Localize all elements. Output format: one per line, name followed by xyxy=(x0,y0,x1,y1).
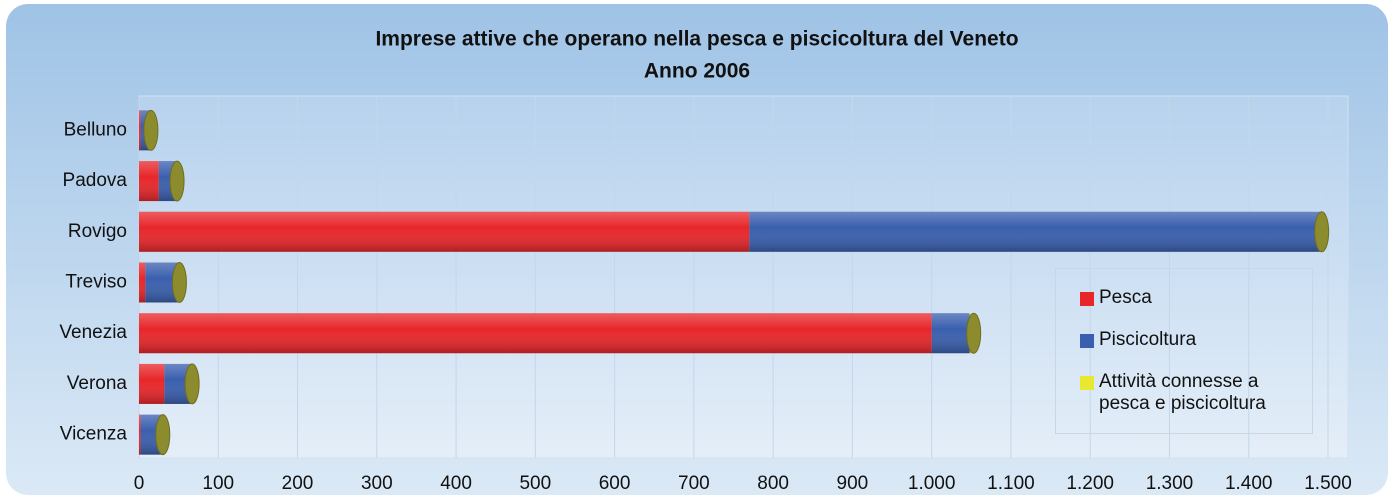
legend: Pesca Piscicoltura Attività connesse a pes… xyxy=(1055,268,1313,434)
y-tick-label: Venezia xyxy=(59,322,127,343)
bar-shade xyxy=(749,211,1321,252)
legend-item: Pesca xyxy=(1080,287,1302,309)
bar-cap xyxy=(169,160,185,202)
y-tick-label: Verona xyxy=(67,373,128,394)
chart-subtitle: Anno 2006 xyxy=(644,60,750,83)
bar-shade xyxy=(139,110,141,151)
legend-item: Piscicoltura xyxy=(1080,329,1302,351)
legend-label: Pesca xyxy=(1099,287,1152,308)
x-tick-label: 1.500 xyxy=(1304,473,1352,494)
legend-label: Piscicoltura xyxy=(1099,329,1197,350)
y-tick-label: Rovigo xyxy=(68,221,127,242)
bar-shade xyxy=(139,161,159,202)
x-tick-label: 1.200 xyxy=(1066,473,1114,494)
bar-shade xyxy=(139,363,165,404)
y-tick-label: Padova xyxy=(63,170,128,191)
bar-shade xyxy=(139,313,932,354)
legend-swatch xyxy=(1080,292,1094,306)
plot-area xyxy=(138,95,1349,459)
bar-cap xyxy=(966,312,982,354)
bar-shade xyxy=(139,211,750,252)
x-tick-label: 900 xyxy=(837,473,869,494)
bar-cap xyxy=(171,262,187,303)
x-tick-label: 1.400 xyxy=(1225,473,1273,494)
legend-swatch xyxy=(1080,334,1094,348)
x-tick-label: 800 xyxy=(757,473,789,494)
x-tick-label: 300 xyxy=(361,473,393,494)
x-tick-label: 500 xyxy=(519,473,551,494)
x-tick-label: 0 xyxy=(134,473,145,494)
bar-cap xyxy=(1314,211,1330,253)
x-tick-label: 600 xyxy=(599,473,631,494)
bar-cap xyxy=(184,363,200,405)
bar-cap xyxy=(143,109,159,151)
x-tick-label: 1.100 xyxy=(987,473,1035,494)
legend-label: Attività connesse a pesca e piscicoltura xyxy=(1099,371,1266,414)
x-tick-label: 200 xyxy=(282,473,314,494)
bar-shade xyxy=(139,262,146,303)
legend-item: Attività connesse a pesca e piscicoltura xyxy=(1080,371,1302,415)
x-tick-label: 1.300 xyxy=(1146,473,1194,494)
y-tick-label: Treviso xyxy=(65,272,127,293)
y-tick-label: Belluno xyxy=(64,119,127,140)
x-tick-label: 100 xyxy=(202,473,234,494)
x-tick-label: 1.000 xyxy=(908,473,956,494)
x-tick-label: 700 xyxy=(678,473,710,494)
bar-shade xyxy=(931,313,970,354)
legend-swatch xyxy=(1080,376,1094,390)
bar-shade xyxy=(139,414,141,455)
bar-cap xyxy=(155,414,171,456)
y-tick-label: Vicenza xyxy=(60,424,128,445)
chart-title: Imprese attive che operano nella pesca e… xyxy=(375,28,1018,51)
x-tick-label: 400 xyxy=(440,473,472,494)
